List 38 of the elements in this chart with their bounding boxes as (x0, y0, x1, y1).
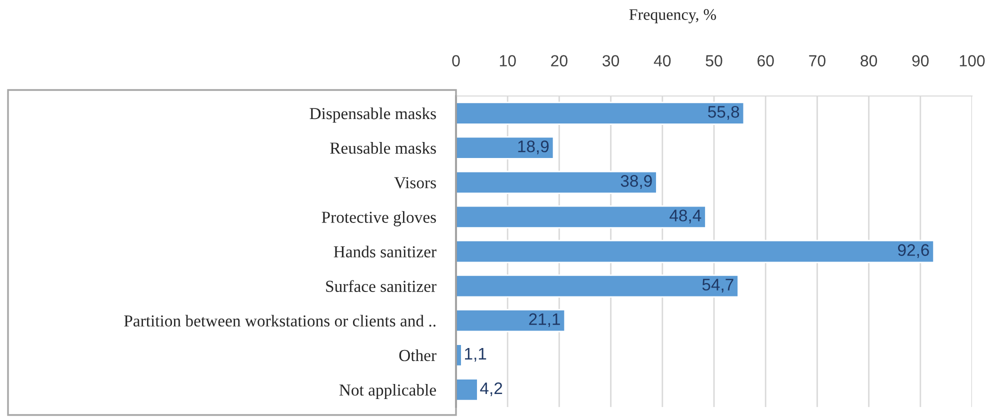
x-tick-label: 50 (706, 55, 722, 66)
bar (456, 378, 478, 402)
data-label: 4,2 (480, 382, 502, 396)
y-tick-label: Reusable masks (330, 142, 436, 154)
data-label: 38,9 (620, 175, 652, 189)
bar (456, 309, 566, 332)
y-tick-label: Protective gloves (322, 211, 436, 226)
y-tick-label: Visors (394, 177, 436, 188)
y-tick-label: Partition between workstations or clients and .. (124, 314, 436, 327)
data-label: 1,1 (465, 348, 486, 362)
x-tick-label: 30 (602, 55, 620, 66)
bar (456, 102, 745, 125)
x-tick-label: 40 (654, 55, 671, 66)
data-label: 48,4 (670, 210, 702, 224)
x-tick-label: 80 (860, 55, 878, 66)
data-label: 92,6 (898, 244, 929, 258)
x-tick-label: 70 (809, 55, 826, 66)
x-tick-label: 100 (960, 55, 985, 66)
data-label: 18,9 (518, 140, 549, 154)
x-tick-label: 60 (758, 55, 774, 66)
data-label: 21,1 (529, 313, 560, 328)
y-tick-label: Dispensable masks (310, 107, 436, 123)
y-tick-label: Hands sanitizer (334, 246, 436, 258)
bar (456, 170, 658, 194)
y-tick-label: Other (399, 349, 436, 362)
y-tick-label: Surface sanitizer (326, 280, 436, 292)
bar (456, 274, 739, 298)
x-tick-label: 20 (551, 55, 568, 66)
x-tick-label: 0 (452, 55, 460, 66)
data-label: 55,8 (708, 106, 740, 120)
x-tick-label: 90 (912, 55, 929, 66)
data-label: 54,7 (702, 278, 734, 292)
x-tick-label: 10 (500, 55, 516, 66)
bar (456, 240, 935, 264)
x-axis-title: Frequency, % (629, 9, 716, 24)
bar (456, 136, 554, 160)
bar (456, 205, 706, 229)
y-tick-label: Not applicable (339, 384, 436, 400)
